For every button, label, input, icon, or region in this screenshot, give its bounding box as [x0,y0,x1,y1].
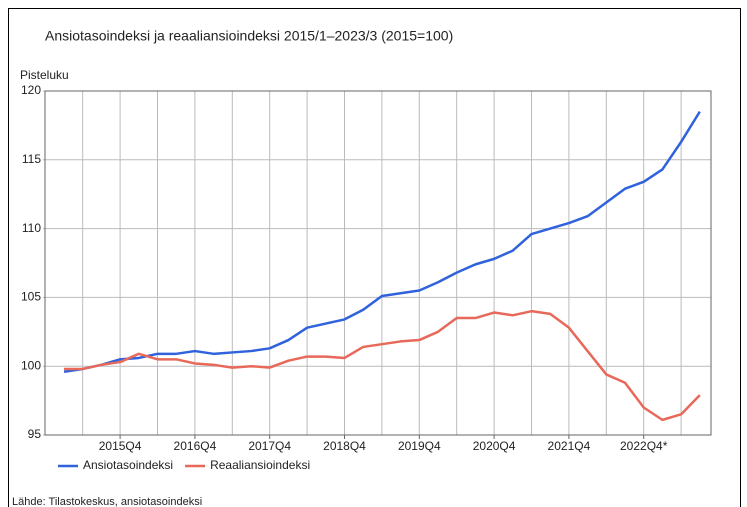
plot-border [44,90,712,436]
legend-label: Ansiotasoindeksi [83,458,173,472]
y-tick-label: 120 [21,83,41,97]
series-line [63,110,701,373]
x-tick-label: 2021Q4 [548,439,591,453]
x-tick-label: 2017Q4 [248,439,291,453]
x-tick-label: 2015Q4 [99,439,142,453]
x-tick-label: 2018Q4 [323,439,366,453]
y-tick-label: 105 [21,290,41,304]
y-axis-label: Pisteluku [20,68,69,82]
source: Lähde: Tilastokeskus, ansiotasoindeksi [12,496,202,507]
legend-label: Reaaliansioindeksi [210,458,310,472]
y-tick-label: 100 [21,358,41,372]
x-tick-label: 2022Q4* [620,439,668,453]
series-line [64,309,701,422]
chart-title: Ansiotasoindeksi ja reaaliansioindeksi 2… [45,28,453,44]
frame [8,8,741,507]
x-tick-label: 2019Q4 [398,439,441,453]
y-tick-label: 95 [28,427,42,441]
x-tick-label: 2020Q4 [473,439,516,453]
x-tick-label: 2016Q4 [174,439,217,453]
y-tick-label: 110 [22,221,41,235]
y-tick-label: 115 [22,152,41,166]
